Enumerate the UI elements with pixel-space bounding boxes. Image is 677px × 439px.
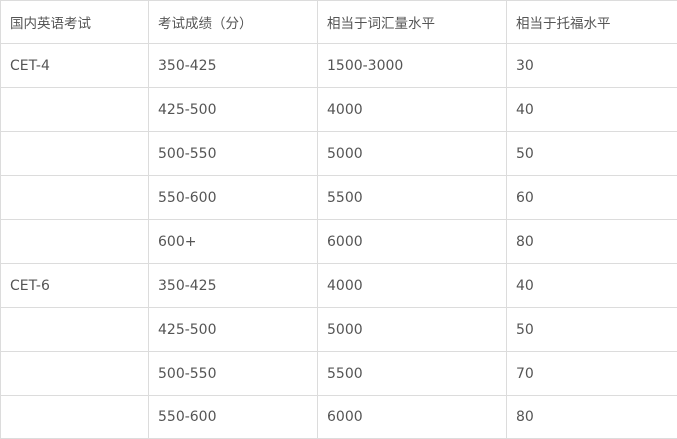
header-row: 国内英语考试 考试成绩（分） 相当于词汇量水平 相当于托福水平: [1, 1, 677, 44]
exam-cell: [1, 88, 149, 132]
toefl-cell: 50: [507, 132, 677, 176]
score-cell: 550-600: [149, 396, 318, 439]
score-cell: 600+: [149, 220, 318, 264]
vocabulary-cell: 6000: [318, 396, 507, 439]
exam-cell: [1, 308, 149, 352]
vocabulary-cell: 4000: [318, 264, 507, 308]
vocabulary-cell: 4000: [318, 88, 507, 132]
toefl-cell: 40: [507, 264, 677, 308]
toefl-cell: 80: [507, 396, 677, 439]
header-score: 考试成绩（分）: [149, 1, 318, 44]
score-cell: 350-425: [149, 44, 318, 88]
score-cell: 500-550: [149, 352, 318, 396]
score-cell: 350-425: [149, 264, 318, 308]
toefl-cell: 50: [507, 308, 677, 352]
header-toefl: 相当于托福水平: [507, 1, 677, 44]
vocabulary-cell: 5500: [318, 352, 507, 396]
exam-cell: [1, 220, 149, 264]
vocabulary-cell: 6000: [318, 220, 507, 264]
vocabulary-cell: 1500-3000: [318, 44, 507, 88]
exam-cell: CET-6: [1, 264, 149, 308]
score-cell: 500-550: [149, 132, 318, 176]
exam-cell: [1, 132, 149, 176]
score-cell: 425-500: [149, 88, 318, 132]
exam-cell: [1, 396, 149, 439]
vocabulary-cell: 5500: [318, 176, 507, 220]
toefl-cell: 70: [507, 352, 677, 396]
vocabulary-cell: 5000: [318, 308, 507, 352]
header-vocabulary: 相当于词汇量水平: [318, 1, 507, 44]
score-cell: 550-600: [149, 176, 318, 220]
toefl-cell: 80: [507, 220, 677, 264]
toefl-cell: 60: [507, 176, 677, 220]
exam-cell: [1, 176, 149, 220]
exam-cell: CET-4: [1, 44, 149, 88]
toefl-cell: 30: [507, 44, 677, 88]
exam-cell: [1, 352, 149, 396]
score-cell: 425-500: [149, 308, 318, 352]
toefl-cell: 40: [507, 88, 677, 132]
vocabulary-cell: 5000: [318, 132, 507, 176]
header-exam: 国内英语考试: [1, 1, 149, 44]
